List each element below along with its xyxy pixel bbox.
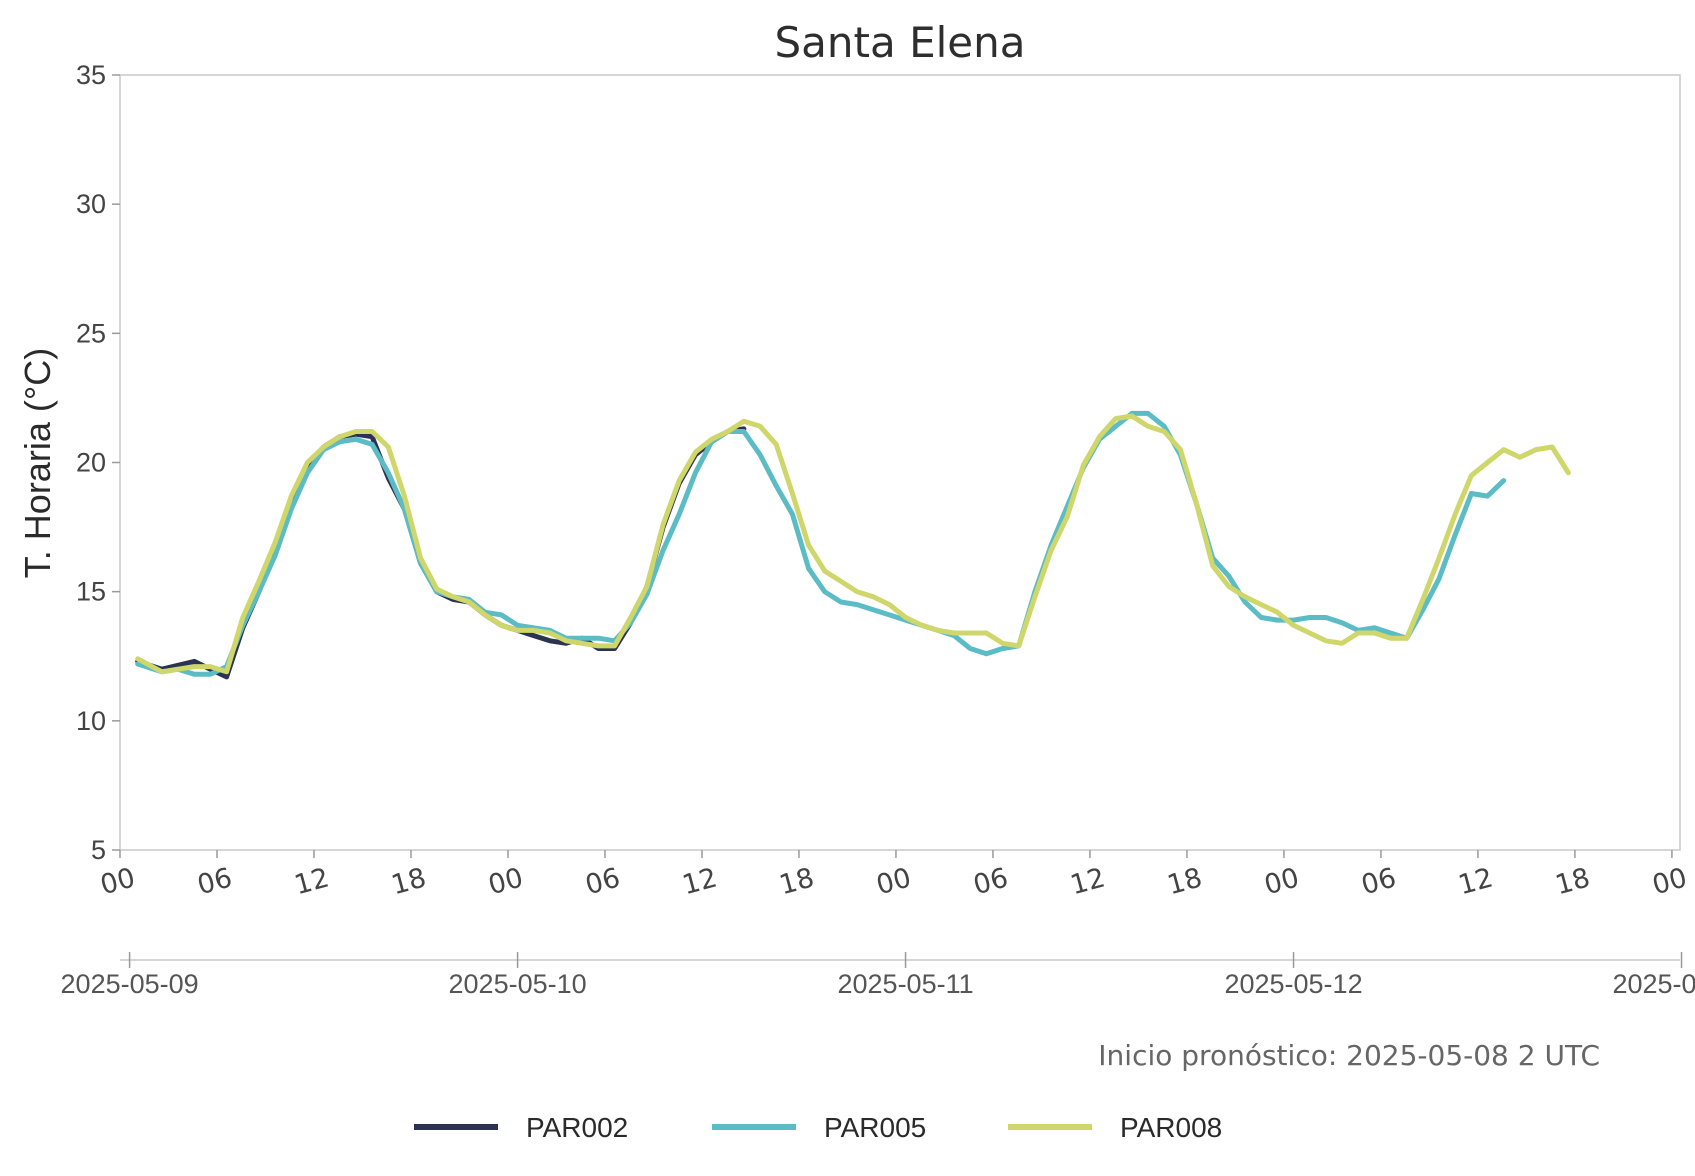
- x-axis-hours: 000612180006121800061218000612180006: [97, 850, 1690, 901]
- series-line-par002: [135, 426, 747, 680]
- x-tick-label: 00: [1261, 862, 1302, 901]
- legend-label-par005: PAR005: [824, 1112, 926, 1143]
- x-tick-label: 18: [1164, 862, 1205, 901]
- x-tick-label: 06: [582, 862, 623, 901]
- series-line-par008: [135, 413, 1571, 675]
- y-tick-label: 25: [76, 318, 106, 348]
- x-tick-label: 00: [1649, 862, 1690, 901]
- y-axis-label: T. Horaria (°C): [17, 348, 58, 578]
- x-tick-label: 06: [194, 862, 235, 901]
- y-tick-label: 35: [76, 60, 106, 90]
- y-axis: 5 10 15 20 25 30 35: [76, 60, 120, 865]
- y-tick-label: 30: [76, 189, 106, 219]
- x-tick-label: 12: [1455, 862, 1496, 901]
- legend-label-par008: PAR008: [1120, 1112, 1222, 1143]
- x-tick-label: 00: [485, 862, 526, 901]
- x-tick-label: 12: [1067, 862, 1108, 901]
- x-tick-label: 00: [97, 862, 138, 901]
- x-axis-dates: 2025-05-09 2025-05-10 2025-05-11 2025-05-12…: [61, 952, 1695, 999]
- y-tick-label: 15: [76, 577, 106, 607]
- date-tick-label: 2025-05-12: [1224, 969, 1362, 999]
- y-tick-label: 5: [91, 835, 106, 865]
- forecast-start-annotation: Inicio pronóstico: 2025-05-08 2 UTC: [1098, 1039, 1600, 1072]
- plot-frame: [119, 74, 1681, 851]
- x-tick-label: 12: [291, 862, 332, 901]
- x-tick-label: 12: [679, 862, 720, 901]
- date-tick-label: 2025-05-10: [449, 969, 587, 999]
- series-layer: [135, 410, 1571, 680]
- chart-title: Santa Elena: [775, 18, 1026, 67]
- x-tick-label: 18: [1552, 862, 1593, 901]
- date-tick-label: 2025-05-13: [1612, 969, 1695, 999]
- date-tick-label: 2025-05-09: [61, 969, 199, 999]
- y-tick-label: 20: [76, 448, 106, 478]
- legend: PAR002 PAR005 PAR008: [414, 1112, 1222, 1143]
- legend-label-par002: PAR002: [526, 1112, 628, 1143]
- x-tick-label: 18: [388, 862, 429, 901]
- x-tick-label: 06: [970, 862, 1011, 901]
- x-tick-label: 18: [776, 862, 817, 901]
- x-tick-label: 06: [1358, 862, 1399, 901]
- x-tick-label: 00: [873, 862, 914, 901]
- series-line-par005: [135, 410, 1507, 677]
- date-tick-label: 2025-05-11: [838, 969, 974, 999]
- y-tick-label: 10: [76, 706, 106, 736]
